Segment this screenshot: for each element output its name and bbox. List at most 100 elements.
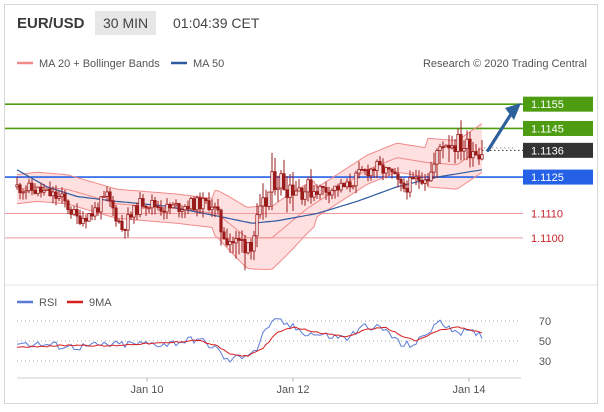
- candle-body: [276, 187, 280, 190]
- candle-body: [456, 134, 460, 152]
- candle-body: [96, 207, 100, 213]
- candle-body: [375, 160, 379, 171]
- candle-body: [453, 145, 457, 152]
- candle-body: [84, 217, 88, 222]
- candle-body: [15, 184, 19, 188]
- x-tick-label: Jan 12: [276, 384, 309, 396]
- candle-body: [72, 209, 76, 215]
- candlesticks: [15, 120, 484, 271]
- candle-body: [369, 168, 373, 177]
- candle-body: [321, 185, 325, 188]
- level-label-1.1136: 1.1136: [531, 145, 564, 157]
- candle-body: [102, 195, 106, 198]
- candle-body: [315, 191, 319, 195]
- instrument-name: EUR/USD: [17, 15, 85, 32]
- level-badge-1.1136: [523, 142, 593, 158]
- candle-body: [87, 213, 91, 222]
- ma50-legend-label: MA 50: [193, 58, 224, 70]
- candle-body: [210, 206, 214, 211]
- candle-body: [39, 186, 43, 193]
- candle-body: [198, 197, 202, 210]
- candle-body: [474, 151, 478, 156]
- candle-body: [57, 196, 61, 199]
- candle-body: [234, 238, 238, 244]
- rsi-tick-50: 50: [539, 336, 551, 348]
- candle-body: [480, 154, 484, 160]
- candle-body: [330, 189, 334, 196]
- candle-body: [333, 185, 337, 191]
- candle-body: [117, 220, 121, 223]
- candle-body: [144, 205, 148, 209]
- candle-body: [114, 207, 118, 222]
- candle-body: [174, 203, 178, 206]
- candle-body: [156, 206, 160, 208]
- candle-body: [45, 188, 49, 191]
- candle-body: [384, 167, 388, 174]
- candle-body: [447, 144, 451, 149]
- candle-body: [216, 206, 220, 211]
- x-tick-label: Jan 10: [130, 384, 163, 396]
- candle-body: [414, 176, 418, 180]
- candle-body: [291, 184, 295, 196]
- rsi-tick-70: 70: [539, 316, 551, 328]
- candle-body: [429, 171, 433, 182]
- candle-body: [312, 191, 316, 198]
- level-badge-1.1125: [523, 169, 593, 185]
- candle-body: [141, 198, 145, 207]
- rsi-ma-legend-label: 9MA: [89, 297, 112, 309]
- candle-body: [66, 200, 70, 211]
- candle-body: [294, 190, 298, 196]
- candle-body: [477, 154, 481, 160]
- candle-body: [270, 171, 274, 193]
- rsi-pane: 70 50 30: [16, 316, 551, 368]
- projection-arrow: [486, 103, 521, 152]
- candle-body: [267, 191, 271, 207]
- candle-body: [366, 169, 370, 177]
- candle-body: [123, 229, 127, 231]
- candle-body: [246, 242, 250, 254]
- candle-body: [24, 190, 28, 193]
- candle-body: [213, 206, 217, 209]
- candle-body: [408, 177, 412, 193]
- candle-body: [303, 191, 307, 200]
- level-label-1.1125: 1.1125: [531, 172, 564, 184]
- bollinger-upper-band: [16, 123, 483, 208]
- candle-body: [231, 241, 235, 244]
- candle-body: [462, 148, 466, 152]
- chart-frame: EUR/USD 30 MIN 01:04:39 CET MA 20 + Boll…: [4, 4, 598, 404]
- candle-body: [288, 184, 292, 198]
- price-legend: MA 20 + Bollinger Bands MA 50 Research ©…: [17, 58, 587, 70]
- level-label-1.1110: 1.1110: [531, 209, 563, 221]
- candle-body: [438, 146, 442, 151]
- candle-body: [393, 171, 397, 175]
- candle-body: [207, 200, 211, 211]
- candle-body: [309, 179, 313, 198]
- price-pane: 1.1155 1.1145 1.1136 1.1125 1.1110 1.1100: [5, 96, 593, 271]
- candle-body: [300, 187, 304, 200]
- candle-body: [336, 185, 340, 191]
- candle-body: [441, 146, 445, 149]
- x-axis-ticks: Jan 10 Jan 12 Jan 14: [130, 378, 486, 396]
- candle-body: [243, 239, 247, 254]
- candle-body: [360, 169, 364, 171]
- candle-body: [417, 176, 421, 181]
- candle-body: [264, 197, 268, 207]
- candle-body: [33, 189, 37, 194]
- candle-body: [159, 207, 163, 212]
- candle-body: [318, 185, 322, 195]
- candle-body: [282, 173, 286, 191]
- candle-body: [135, 205, 139, 215]
- timeframe-badge[interactable]: 30 MIN: [95, 11, 157, 35]
- candle-body: [204, 198, 208, 202]
- candle-body: [195, 197, 199, 211]
- candle-body: [390, 168, 394, 173]
- rsi-ma-line: [16, 326, 483, 357]
- candle-body: [423, 179, 427, 184]
- candle-body: [354, 172, 358, 187]
- candle-body: [138, 198, 142, 215]
- ma20-line: [16, 147, 483, 239]
- candle-body: [420, 180, 424, 184]
- candle-body: [129, 214, 133, 218]
- candle-body: [222, 231, 226, 240]
- candle-body: [99, 196, 103, 213]
